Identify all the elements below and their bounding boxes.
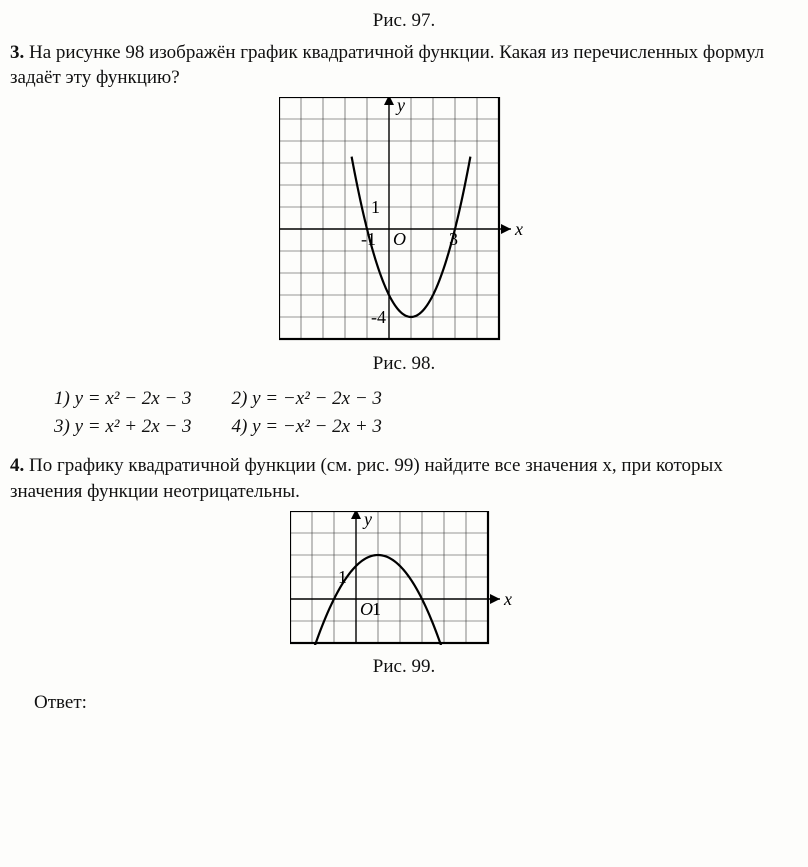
option-2: 2) y = −x² − 2x − 3 <box>232 386 382 412</box>
figure-98-svg: yxO-131-4 <box>279 97 529 341</box>
fig97-caption: Рис. 97. <box>4 8 804 34</box>
problem-4: 4. По графику квадратичной функции (см. … <box>10 453 798 504</box>
svg-text:1: 1 <box>372 599 381 619</box>
problem-3: 3. На рисунке 98 изображён график квадра… <box>10 40 798 91</box>
figure-99: yxO11 <box>4 511 804 653</box>
problem-4-text: По графику квадратичной функции (см. рис… <box>10 455 723 502</box>
option-1: 1) y = x² − 2x − 3 <box>54 386 192 412</box>
options-list: 1) y = x² − 2x − 3 2) y = −x² − 2x − 3 3… <box>54 386 804 439</box>
figure-98: yxO-131-4 <box>4 97 804 349</box>
figure-99-caption: Рис. 99. <box>4 654 804 680</box>
svg-text:y: y <box>395 97 405 115</box>
svg-text:x: x <box>514 219 523 239</box>
option-3: 3) y = x² + 2x − 3 <box>54 414 192 440</box>
problem-3-text: На рисунке 98 изображён график квадратич… <box>10 42 764 89</box>
svg-text:y: y <box>362 511 372 529</box>
answer-label: Ответ: <box>34 690 804 716</box>
svg-text:x: x <box>503 589 512 609</box>
svg-text:1: 1 <box>371 197 380 217</box>
option-4: 4) y = −x² − 2x + 3 <box>232 414 382 440</box>
figure-99-svg: yxO11 <box>290 511 518 645</box>
problem-4-number: 4. <box>10 455 24 476</box>
problem-3-number: 3. <box>10 42 24 63</box>
svg-text:O: O <box>393 229 406 249</box>
figure-98-caption: Рис. 98. <box>4 351 804 377</box>
svg-text:-4: -4 <box>371 307 386 327</box>
